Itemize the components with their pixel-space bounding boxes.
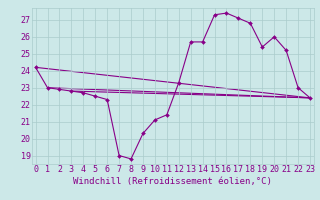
- X-axis label: Windchill (Refroidissement éolien,°C): Windchill (Refroidissement éolien,°C): [73, 177, 272, 186]
